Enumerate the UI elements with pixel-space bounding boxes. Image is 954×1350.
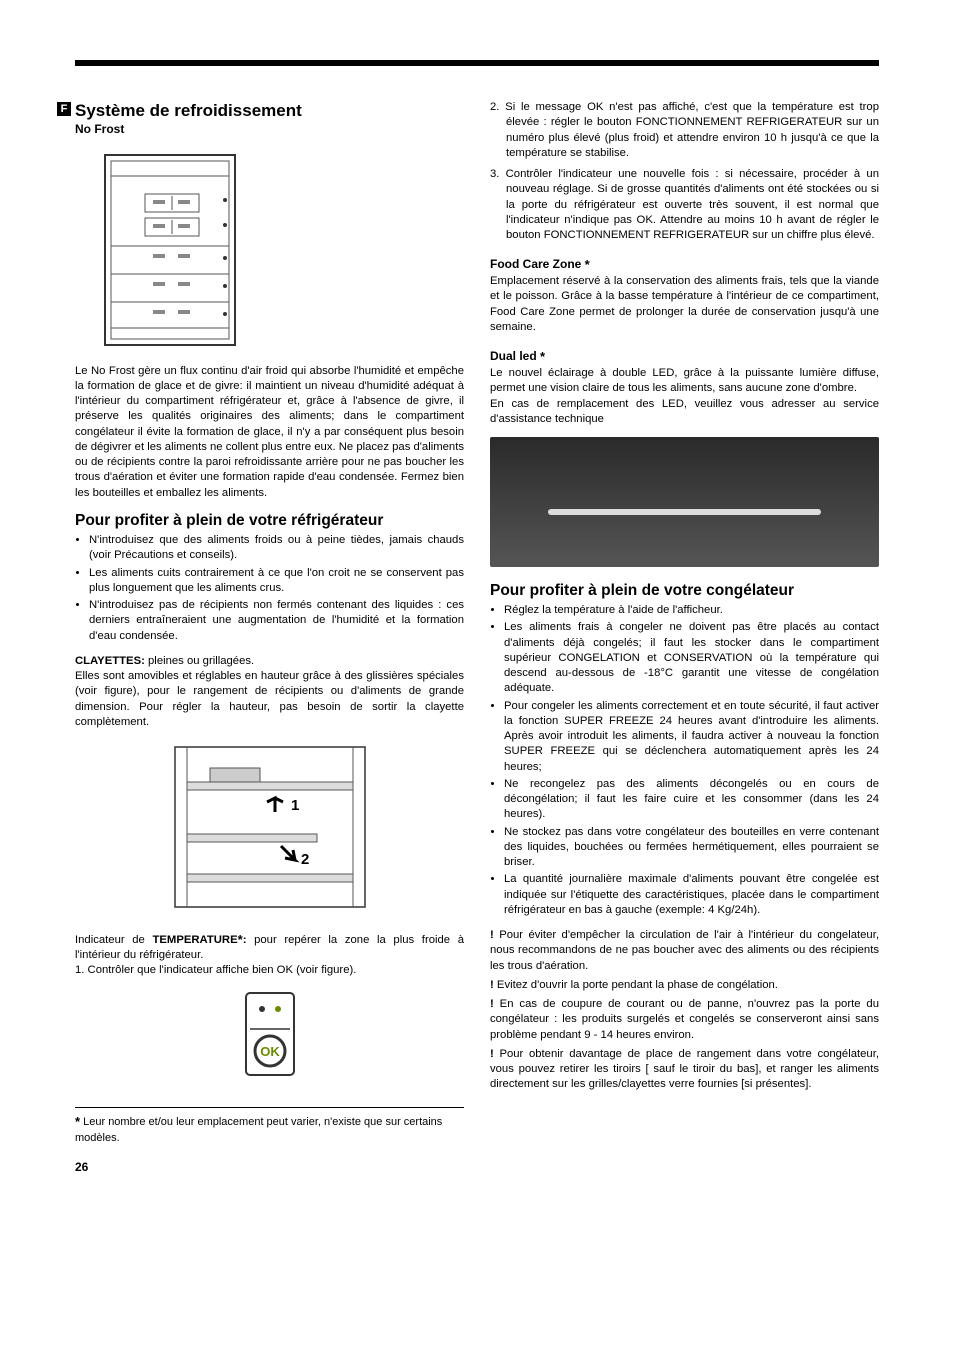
shelf-num-2: 2 (301, 851, 309, 868)
led-photo-placeholder (490, 437, 879, 567)
clayettes-label: CLAYETTES: (75, 655, 145, 667)
food-care-zone-body: Emplacement réservé à la conservation de… (490, 274, 879, 335)
temperature-indicator-para: Indicateur de TEMPERATURE*: pour repérer… (75, 931, 464, 964)
ok-indicator-figure: OK (75, 989, 464, 1084)
svg-text:OK: OK (260, 1044, 280, 1059)
list-item: Les aliments cuits contrairement à ce qu… (89, 566, 464, 597)
dual-led-body-2: En cas de remplacement des LED, veuillez… (490, 397, 879, 428)
list-item: Les aliments frais à congeler ne doivent… (504, 620, 879, 696)
fridge-tips-heading: Pour profiter à plein de votre réfrigéra… (75, 511, 464, 531)
dual-led-heading: Dual led * (490, 349, 879, 366)
temp-step-3: 3. Contrôler l'indicateur une nouvelle f… (490, 167, 879, 243)
language-badge: F (57, 102, 71, 116)
star-icon: * (540, 349, 545, 364)
fridge-diagram-icon (75, 150, 265, 350)
list-item: Pour congeler les aliments correctement … (504, 699, 879, 775)
dual-led-body-1: Le nouvel éclairage à double LED, grâce … (490, 366, 879, 397)
fridge-tips-list: N'introduisez que des aliments froids ou… (75, 533, 464, 644)
shelf-figure: 1 2 (75, 742, 464, 917)
clayettes-para: CLAYETTES: pleines ou grillagées. (75, 654, 464, 669)
list-item: Ne stockez pas dans votre congélateur de… (504, 825, 879, 871)
clayettes-rest: pleines ou grillagées. (145, 655, 254, 667)
freezer-tips-list: Réglez la température à l'aide de l'affi… (490, 603, 879, 918)
no-frost-description: Le No Frost gère un flux continu d'air f… (75, 364, 464, 501)
temp-pre: Indicateur de (75, 934, 152, 946)
warning-2: ! Evitez d'ouvrir la porte pendant la ph… (490, 978, 879, 993)
list-item: N'introduisez que des aliments froids ou… (89, 533, 464, 564)
warning-3: ! En cas de coupure de courant ou de pan… (490, 997, 879, 1043)
no-frost-subtitle: No Frost (75, 122, 464, 138)
clayettes-body: Elles sont amovibles et réglables en hau… (75, 669, 464, 730)
ok-indicator-icon: OK (240, 989, 300, 1079)
list-item: N'introduisez pas de récipients non ferm… (89, 598, 464, 644)
left-column: F Système de refroidissement No Frost (75, 100, 464, 1175)
warning-4: ! Pour obtenir davantage de place de ran… (490, 1047, 879, 1093)
food-care-zone-heading: Food Care Zone * (490, 257, 879, 274)
top-rule (75, 60, 879, 66)
two-column-layout: F Système de refroidissement No Frost (75, 100, 879, 1175)
footnote-text: * Leur nombre et/ou leur emplacement peu… (75, 1114, 464, 1145)
warning-1: ! Pour éviter d'empêcher la circulation … (490, 928, 879, 974)
temp-bold: TEMPERATURE (152, 934, 237, 946)
list-item: Ne recongelez pas des aliments décongelé… (504, 777, 879, 823)
temp-step-2: 2. Si le message OK n'est pas affiché, c… (490, 100, 879, 161)
cooling-system-title: Système de refroidissement (75, 100, 464, 122)
star-icon: * (585, 257, 590, 272)
freezer-tips-heading: Pour profiter à plein de votre congélate… (490, 581, 879, 601)
temp-step-1: 1. Contrôler que l'indicateur affiche bi… (75, 963, 464, 978)
page-number: 26 (75, 1160, 464, 1176)
list-item: La quantité journalière maximale d'alime… (504, 872, 879, 918)
shelf-num-1: 1 (291, 797, 299, 814)
right-column: 2. Si le message OK n'est pas affiché, c… (490, 100, 879, 1175)
footnote-rule: * Leur nombre et/ou leur emplacement peu… (75, 1107, 464, 1145)
fridge-figure (75, 150, 464, 350)
shelf-diagram-icon: 1 2 (165, 742, 375, 912)
list-item: Réglez la température à l'aide de l'affi… (504, 603, 879, 618)
